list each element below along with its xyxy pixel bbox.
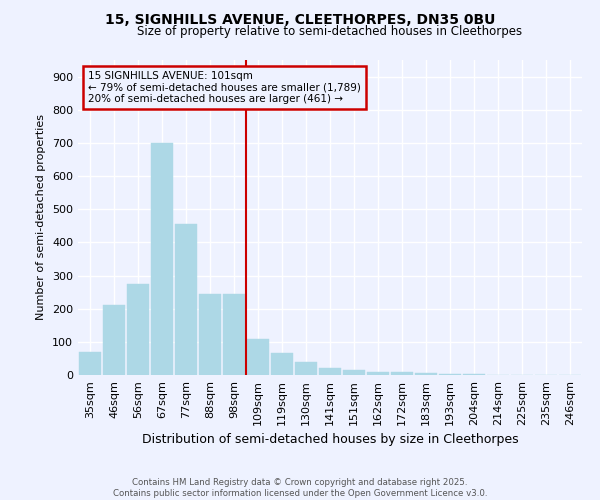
Bar <box>463 374 485 375</box>
Text: 15, SIGNHILLS AVENUE, CLEETHORPES, DN35 0BU: 15, SIGNHILLS AVENUE, CLEETHORPES, DN35 … <box>105 12 495 26</box>
Bar <box>391 372 413 375</box>
Bar <box>175 224 197 375</box>
Bar <box>199 294 221 375</box>
Text: 15 SIGNHILLS AVENUE: 101sqm
← 79% of semi-detached houses are smaller (1,789)
20: 15 SIGNHILLS AVENUE: 101sqm ← 79% of sem… <box>88 71 361 104</box>
Bar <box>79 352 101 375</box>
Bar <box>343 370 365 375</box>
Bar <box>127 284 149 375</box>
Bar <box>223 294 245 375</box>
Bar <box>319 368 341 375</box>
Bar <box>271 354 293 375</box>
Bar <box>151 143 173 375</box>
Bar <box>247 338 269 375</box>
Text: Contains HM Land Registry data © Crown copyright and database right 2025.
Contai: Contains HM Land Registry data © Crown c… <box>113 478 487 498</box>
Bar <box>367 372 389 375</box>
X-axis label: Distribution of semi-detached houses by size in Cleethorpes: Distribution of semi-detached houses by … <box>142 433 518 446</box>
Bar <box>439 374 461 375</box>
Bar <box>415 374 437 375</box>
Bar <box>103 306 125 375</box>
Title: Size of property relative to semi-detached houses in Cleethorpes: Size of property relative to semi-detach… <box>137 25 523 38</box>
Y-axis label: Number of semi-detached properties: Number of semi-detached properties <box>37 114 46 320</box>
Bar <box>295 362 317 375</box>
